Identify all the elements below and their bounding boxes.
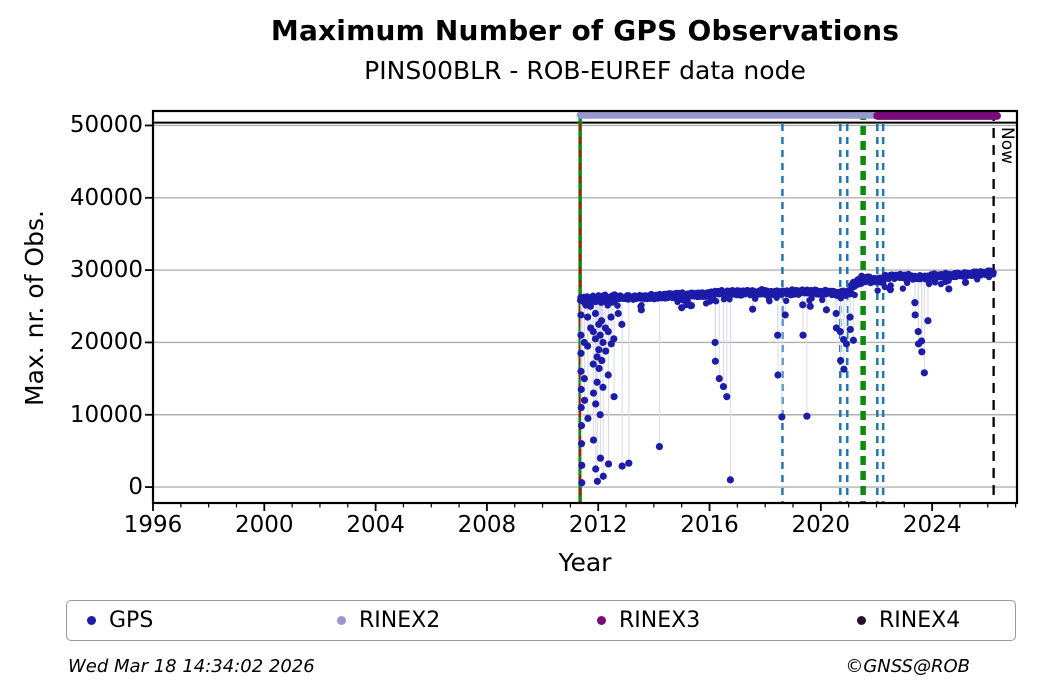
y-tick-label: 10000 [69, 401, 143, 428]
x-tick-label: 2024 [902, 512, 962, 538]
x-tick-label: 2000 [235, 512, 294, 538]
gps-marker-icon [87, 616, 96, 625]
legend-item-rinex2: RINEX2 [337, 601, 440, 640]
x-tick-label: 1996 [123, 512, 183, 538]
rinex2-marker-icon [337, 616, 346, 625]
x-tick-label: 2008 [457, 512, 517, 538]
legend-label: GPS [109, 608, 154, 633]
rinex3-marker-icon [597, 616, 606, 625]
legend-item-rinex4: RINEX4 [857, 601, 960, 640]
rinex4-marker-icon [857, 616, 866, 625]
legend-item-rinex3: RINEX3 [597, 601, 700, 640]
footer-credit: ©GNSS@ROB [845, 656, 970, 677]
now-label: Now [997, 127, 1017, 165]
plot-area [145, 109, 1019, 511]
x-tick-label: 2012 [568, 512, 628, 538]
y-tick-label: 0 [128, 474, 143, 501]
chart-canvas [145, 109, 1019, 511]
legend-label: RINEX3 [619, 608, 701, 633]
footer-timestamp: Wed Mar 18 14:34:02 2026 [68, 656, 315, 677]
x-tick-label: 2016 [680, 512, 739, 538]
chart-subtitle: PINS00BLR - ROB-EUREF data node [364, 56, 806, 85]
y-tick-label: 30000 [69, 257, 143, 284]
chart-title: Maximum Number of GPS Observations [270, 14, 900, 47]
x-axis-label: Year [558, 548, 612, 577]
y-tick-label: 50000 [69, 112, 143, 139]
x-tick-label: 2020 [791, 512, 851, 538]
legend-label: RINEX4 [879, 608, 961, 633]
legend-item-gps: GPS [87, 601, 153, 640]
legend-label: RINEX2 [359, 608, 441, 633]
y-tick-label: 20000 [69, 329, 143, 356]
legend: GPS RINEX2 RINEX3 RINEX4 [66, 600, 1016, 641]
y-tick-label: 40000 [69, 184, 143, 211]
x-tick-label: 2004 [346, 512, 405, 538]
